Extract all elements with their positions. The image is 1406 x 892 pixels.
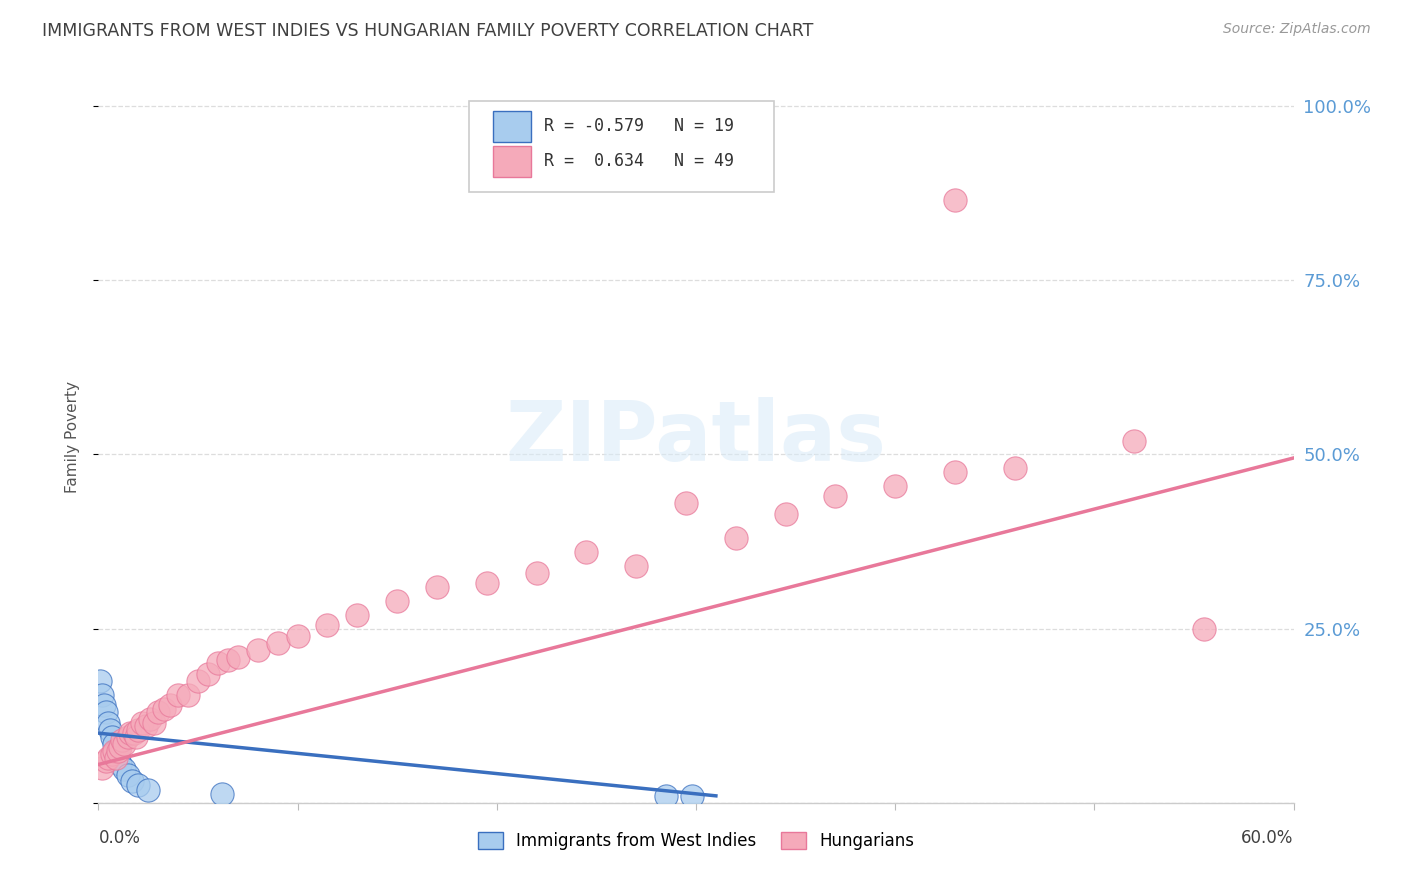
Point (110, 757, 132, 772)
Point (117, 768, 139, 782)
Point (97, 750, 120, 764)
Text: IMMIGRANTS FROM WEST INDIES VS HUNGARIAN FAMILY POVERTY CORRELATION CHART: IMMIGRANTS FROM WEST INDIES VS HUNGARIAN… (42, 22, 814, 40)
Point (91, 688, 114, 702)
Point (103, 737, 125, 751)
Point (96, 705, 118, 719)
Point (91, 761, 114, 775)
Point (346, 607, 368, 622)
Point (105, 743, 128, 757)
Point (159, 698, 181, 713)
Point (287, 629, 309, 643)
Point (103, 743, 125, 757)
Point (681, 789, 703, 803)
Point (96, 754, 118, 768)
Point (575, 545, 598, 559)
Point (475, 576, 498, 591)
Point (127, 723, 149, 737)
Text: 60.0%: 60.0% (1241, 830, 1294, 847)
Point (197, 667, 219, 681)
Point (884, 479, 907, 493)
Point (1192, 622, 1215, 636)
Legend: Immigrants from West Indies, Hungarians: Immigrants from West Indies, Hungarians (471, 825, 921, 856)
Point (267, 635, 290, 649)
Point (110, 740, 132, 755)
Text: R = -0.579   N = 19: R = -0.579 N = 19 (544, 117, 734, 136)
Point (120, 726, 142, 740)
Point (775, 507, 797, 521)
Point (1004, 461, 1026, 475)
Point (135, 719, 157, 733)
Point (724, 531, 747, 545)
Point (107, 743, 129, 757)
Point (136, 783, 159, 797)
Point (943, 465, 966, 479)
Point (626, 558, 648, 573)
Point (143, 715, 166, 730)
Y-axis label: Family Poverty: Family Poverty (65, 381, 80, 493)
Point (139, 712, 162, 726)
Point (98, 723, 122, 737)
Point (121, 773, 143, 788)
Point (112, 763, 135, 777)
FancyBboxPatch shape (494, 146, 531, 177)
Point (655, 789, 678, 803)
Point (97, 715, 120, 730)
Point (131, 715, 153, 730)
Text: R =  0.634   N = 49: R = 0.634 N = 49 (544, 153, 734, 170)
Point (426, 580, 449, 594)
Point (124, 726, 146, 740)
Point (153, 702, 176, 716)
Point (226, 649, 249, 664)
Point (675, 496, 697, 510)
Point (167, 688, 190, 702)
Text: ZIPatlas: ZIPatlas (506, 397, 886, 477)
FancyBboxPatch shape (494, 111, 531, 142)
Point (93, 698, 115, 713)
Point (207, 657, 229, 671)
Point (89, 673, 111, 688)
Point (177, 688, 200, 702)
Point (385, 594, 409, 608)
Text: Source: ZipAtlas.com: Source: ZipAtlas.com (1223, 22, 1371, 37)
Point (105, 750, 128, 764)
Point (117, 730, 139, 744)
FancyBboxPatch shape (470, 101, 773, 192)
Point (943, 193, 966, 207)
Point (101, 730, 124, 744)
Point (246, 642, 269, 657)
Point (824, 489, 846, 503)
Point (101, 747, 124, 761)
Point (125, 730, 148, 744)
Point (211, 788, 233, 802)
Text: 0.0%: 0.0% (98, 830, 141, 847)
Point (526, 566, 548, 580)
Point (187, 673, 209, 688)
Point (217, 653, 239, 667)
Point (148, 705, 170, 719)
Point (1123, 434, 1146, 448)
Point (107, 750, 129, 764)
Point (111, 733, 134, 747)
Point (316, 618, 339, 632)
Point (127, 778, 149, 792)
Point (112, 737, 135, 751)
